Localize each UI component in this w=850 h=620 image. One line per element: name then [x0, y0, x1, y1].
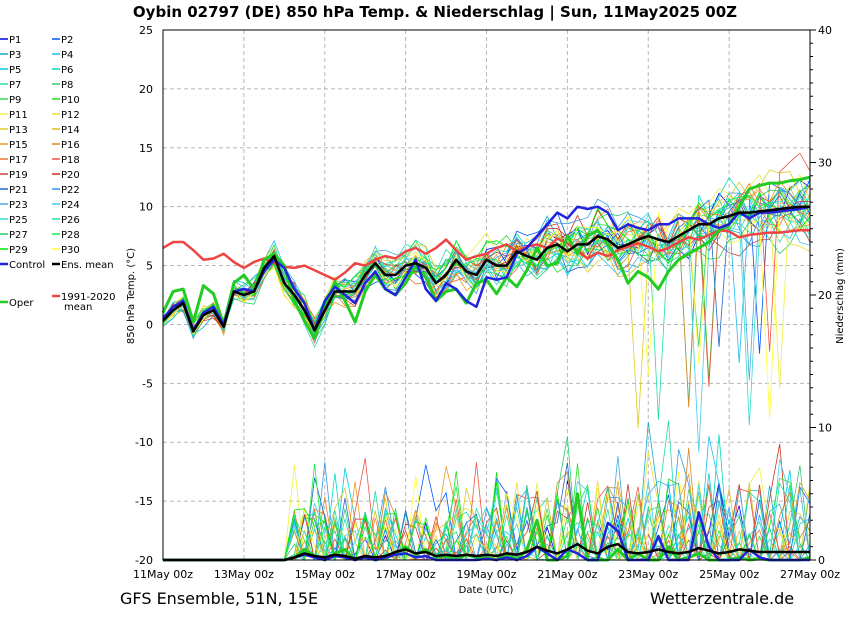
- x-tick-label: 17May 00z: [376, 568, 436, 581]
- legend-label: Ens. mean: [61, 260, 114, 271]
- legend-label: P4: [61, 50, 73, 61]
- legend-label: P17: [9, 155, 28, 166]
- legend-label: P21: [9, 185, 28, 196]
- legend-label: P8: [61, 80, 73, 91]
- member-temp-line: [162, 197, 811, 420]
- y-axis-label: 850 hPa Temp. (°C): [126, 248, 137, 344]
- grid: [162, 29, 811, 561]
- y-tick-label: 25: [139, 24, 153, 37]
- y-tick-label: 0: [146, 318, 153, 331]
- y2-tick-label: 30: [818, 157, 832, 170]
- y2-axis-label: Niederschlag (mm): [835, 248, 846, 344]
- legend-label: P24: [61, 200, 80, 211]
- x-tick-label: 15May 00z: [295, 568, 355, 581]
- x-tick-label: 19May 00z: [456, 568, 516, 581]
- ens-mean-temp-line: [162, 205, 810, 333]
- legend-label: P26: [61, 215, 80, 226]
- legend-label: P1: [9, 35, 21, 46]
- legend-label: P5: [9, 65, 21, 76]
- legend-label: Control: [9, 260, 45, 271]
- y2-tick-label: 20: [818, 289, 832, 302]
- legend-label: P19: [9, 170, 28, 181]
- footer-source: GFS Ensemble, 51N, 15E: [120, 589, 318, 608]
- y-tick-label: -5: [142, 377, 153, 390]
- legend-label: P20: [61, 170, 80, 181]
- y2-tick-label: 0: [818, 554, 825, 567]
- control-temp-line: [162, 205, 811, 332]
- legend-label: P18: [61, 155, 80, 166]
- footer-site: Wetterzentrale.de: [650, 589, 794, 608]
- legend-label: P6: [61, 65, 73, 76]
- y-tick-label: -20: [135, 554, 153, 567]
- legend-label: P11: [9, 110, 28, 121]
- legend-label: P23: [9, 200, 28, 211]
- legend-label: P2: [61, 35, 73, 46]
- y-tick-label: -15: [135, 495, 153, 508]
- chart-title: Oybin 02797 (DE) 850 hPa Temp. & Nieders…: [133, 3, 737, 22]
- legend-label: P13: [9, 125, 28, 136]
- y2-tick-label: 40: [818, 24, 832, 37]
- x-axis-label: Date (UTC): [459, 585, 514, 596]
- legend-label: Oper: [9, 298, 34, 309]
- legend-label: P30: [61, 245, 80, 256]
- y-tick-label: 20: [139, 83, 153, 96]
- y-tick-label: 5: [146, 260, 153, 273]
- legend-label: P12: [61, 110, 80, 121]
- legend-label: P10: [61, 95, 80, 106]
- legend-label: P27: [9, 230, 28, 241]
- x-tick-label: 21May 00z: [537, 568, 597, 581]
- legend-label: P29: [9, 245, 28, 256]
- legend-label: P28: [61, 230, 80, 241]
- legend-label: P22: [61, 185, 80, 196]
- x-tick-label: 25May 00z: [699, 568, 759, 581]
- x-tick-label: 23May 00z: [618, 568, 678, 581]
- legend-label: P25: [9, 215, 28, 226]
- x-tick-label: 27May 00z: [780, 568, 840, 581]
- legend-label: P7: [9, 80, 21, 91]
- legend-label-cont: mean: [64, 302, 92, 313]
- x-tick-label: 11May 00z: [133, 568, 193, 581]
- legend: P1 P2 P3 P4 P5 P6 P7 P8 P9 P10 P11 P12 P13 P14 P15 P16 P…: [0, 35, 116, 313]
- member-temp-line: [162, 185, 811, 341]
- y-tick-label: 10: [139, 201, 153, 214]
- y-tick-label: -10: [135, 436, 153, 449]
- x-tick-label: 13May 00z: [214, 568, 274, 581]
- legend-label: 1991-2020: [61, 292, 116, 303]
- legend-label: P3: [9, 50, 21, 61]
- legend-label: P9: [9, 95, 21, 106]
- legend-label: P15: [9, 140, 28, 151]
- legend-label: P14: [61, 125, 80, 136]
- legend-label: P16: [61, 140, 80, 151]
- y-tick-label: 15: [139, 142, 153, 155]
- y2-tick-label: 10: [818, 422, 832, 435]
